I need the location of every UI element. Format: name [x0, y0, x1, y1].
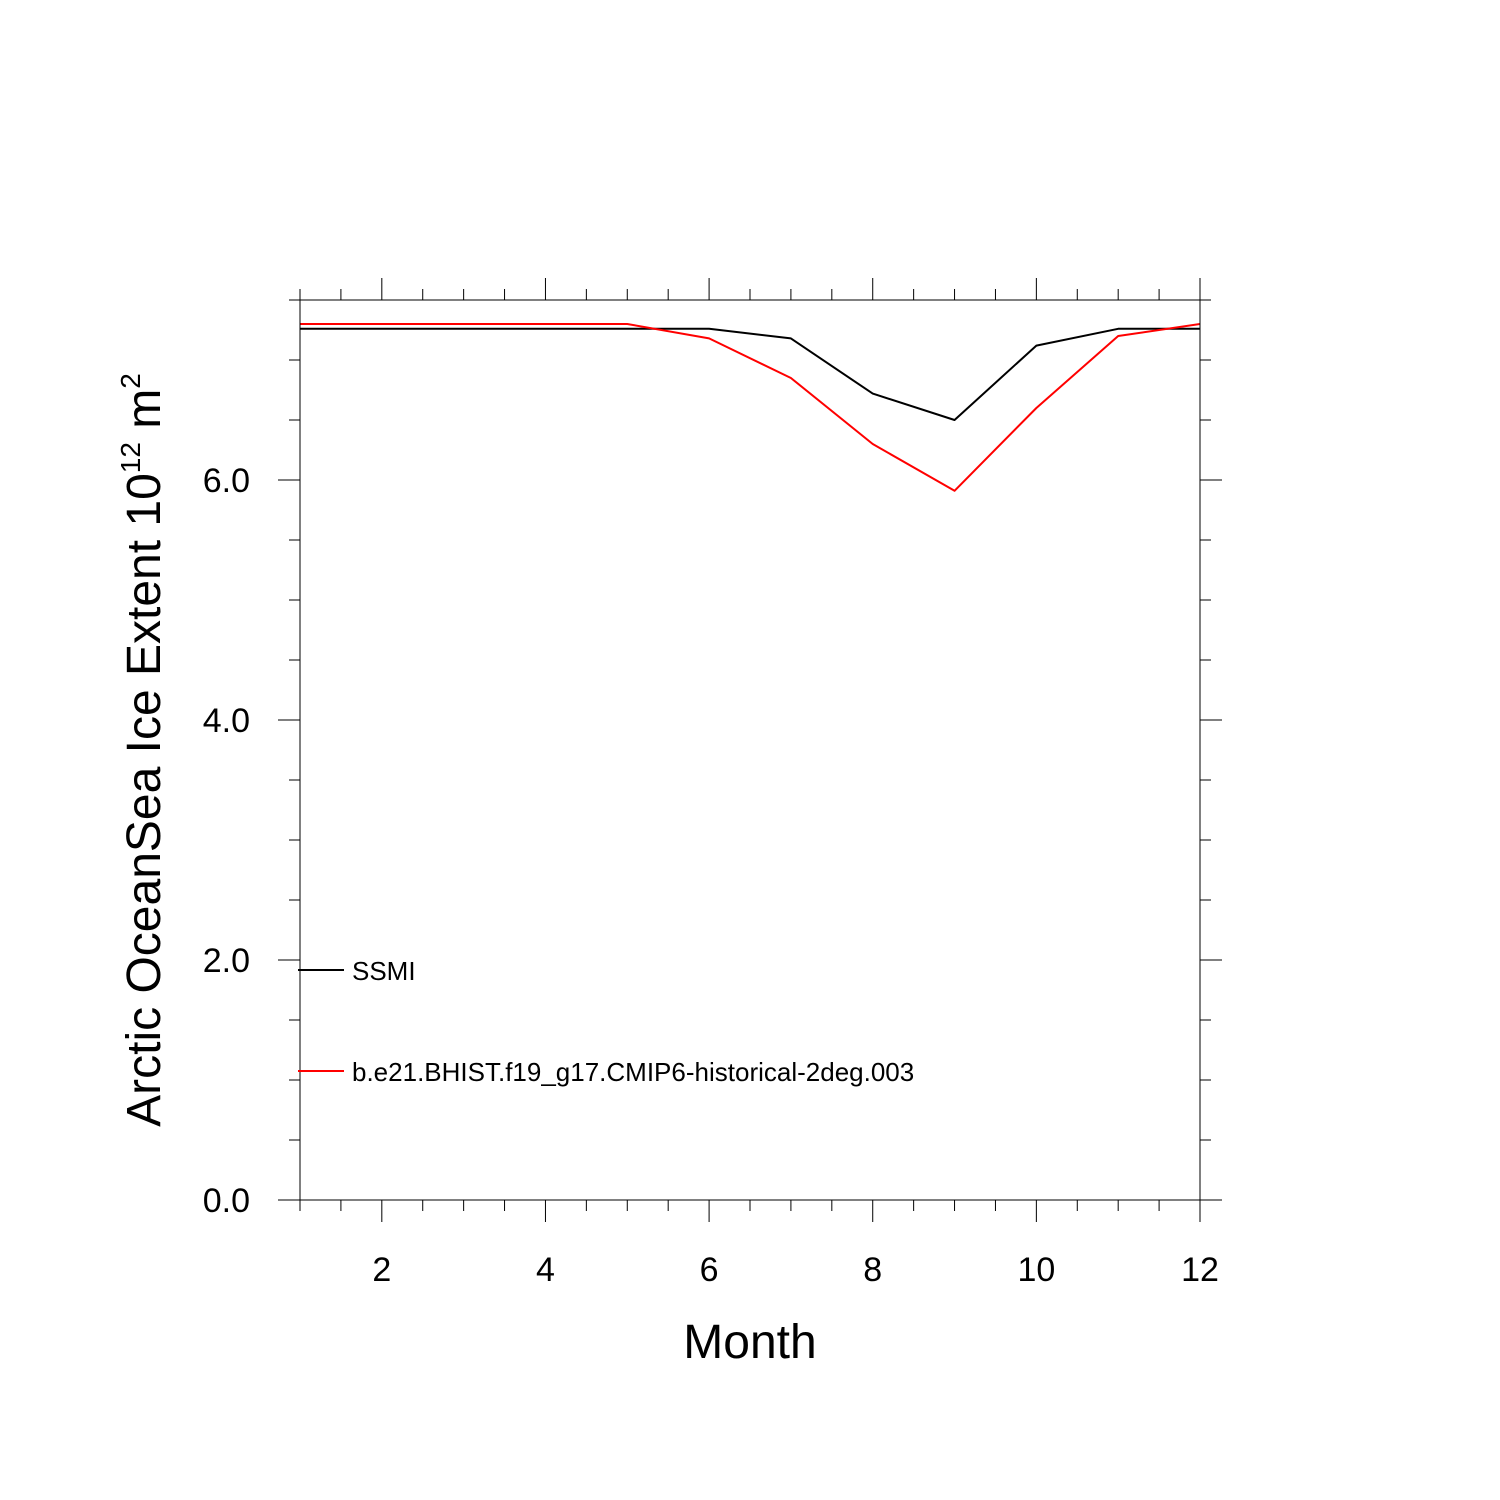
series-lines — [300, 323, 1200, 492]
y-axis-title-unit: m — [118, 389, 171, 442]
y-axis-title-exponent-2: 2 — [115, 373, 146, 389]
y-axis-title-exponent-1: 12 — [115, 442, 146, 473]
series-line-1 — [300, 327, 1200, 421]
axis-ticks — [278, 278, 1222, 1222]
y-axis-title: Arctic OceanSea Ice Extent 1012 m2 — [115, 373, 171, 1127]
y-tick-label: 4.0 — [203, 702, 250, 740]
y-tick-label: 6.0 — [203, 462, 250, 500]
y-axis-title-main: Arctic OceanSea Ice Extent 10 — [118, 473, 171, 1127]
plot-frame — [299, 299, 1201, 1201]
tick-labels: 2 4 6 8 10 12 0.0 2.0 4.0 6.0 — [203, 462, 1219, 1289]
series-line-2 — [300, 323, 1200, 492]
legend-label-2: b.e21.BHIST.f19_g17.CMIP6-historical-2de… — [352, 1057, 914, 1087]
x-tick-label: 12 — [1181, 1251, 1219, 1289]
x-tick-label: 6 — [700, 1251, 719, 1289]
x-tick-label: 10 — [1017, 1251, 1055, 1289]
legend: SSMI b.e21.BHIST.f19_g17.CMIP6-historical… — [298, 956, 914, 1087]
x-tick-label: 8 — [863, 1251, 882, 1289]
x-tick-label: 4 — [536, 1251, 555, 1289]
y-tick-label: 0.0 — [203, 1182, 250, 1220]
legend-label-1: SSMI — [352, 956, 416, 986]
x-tick-label: 2 — [372, 1251, 391, 1289]
y-tick-label: 2.0 — [203, 942, 250, 980]
x-axis-title: Month — [683, 1316, 816, 1369]
